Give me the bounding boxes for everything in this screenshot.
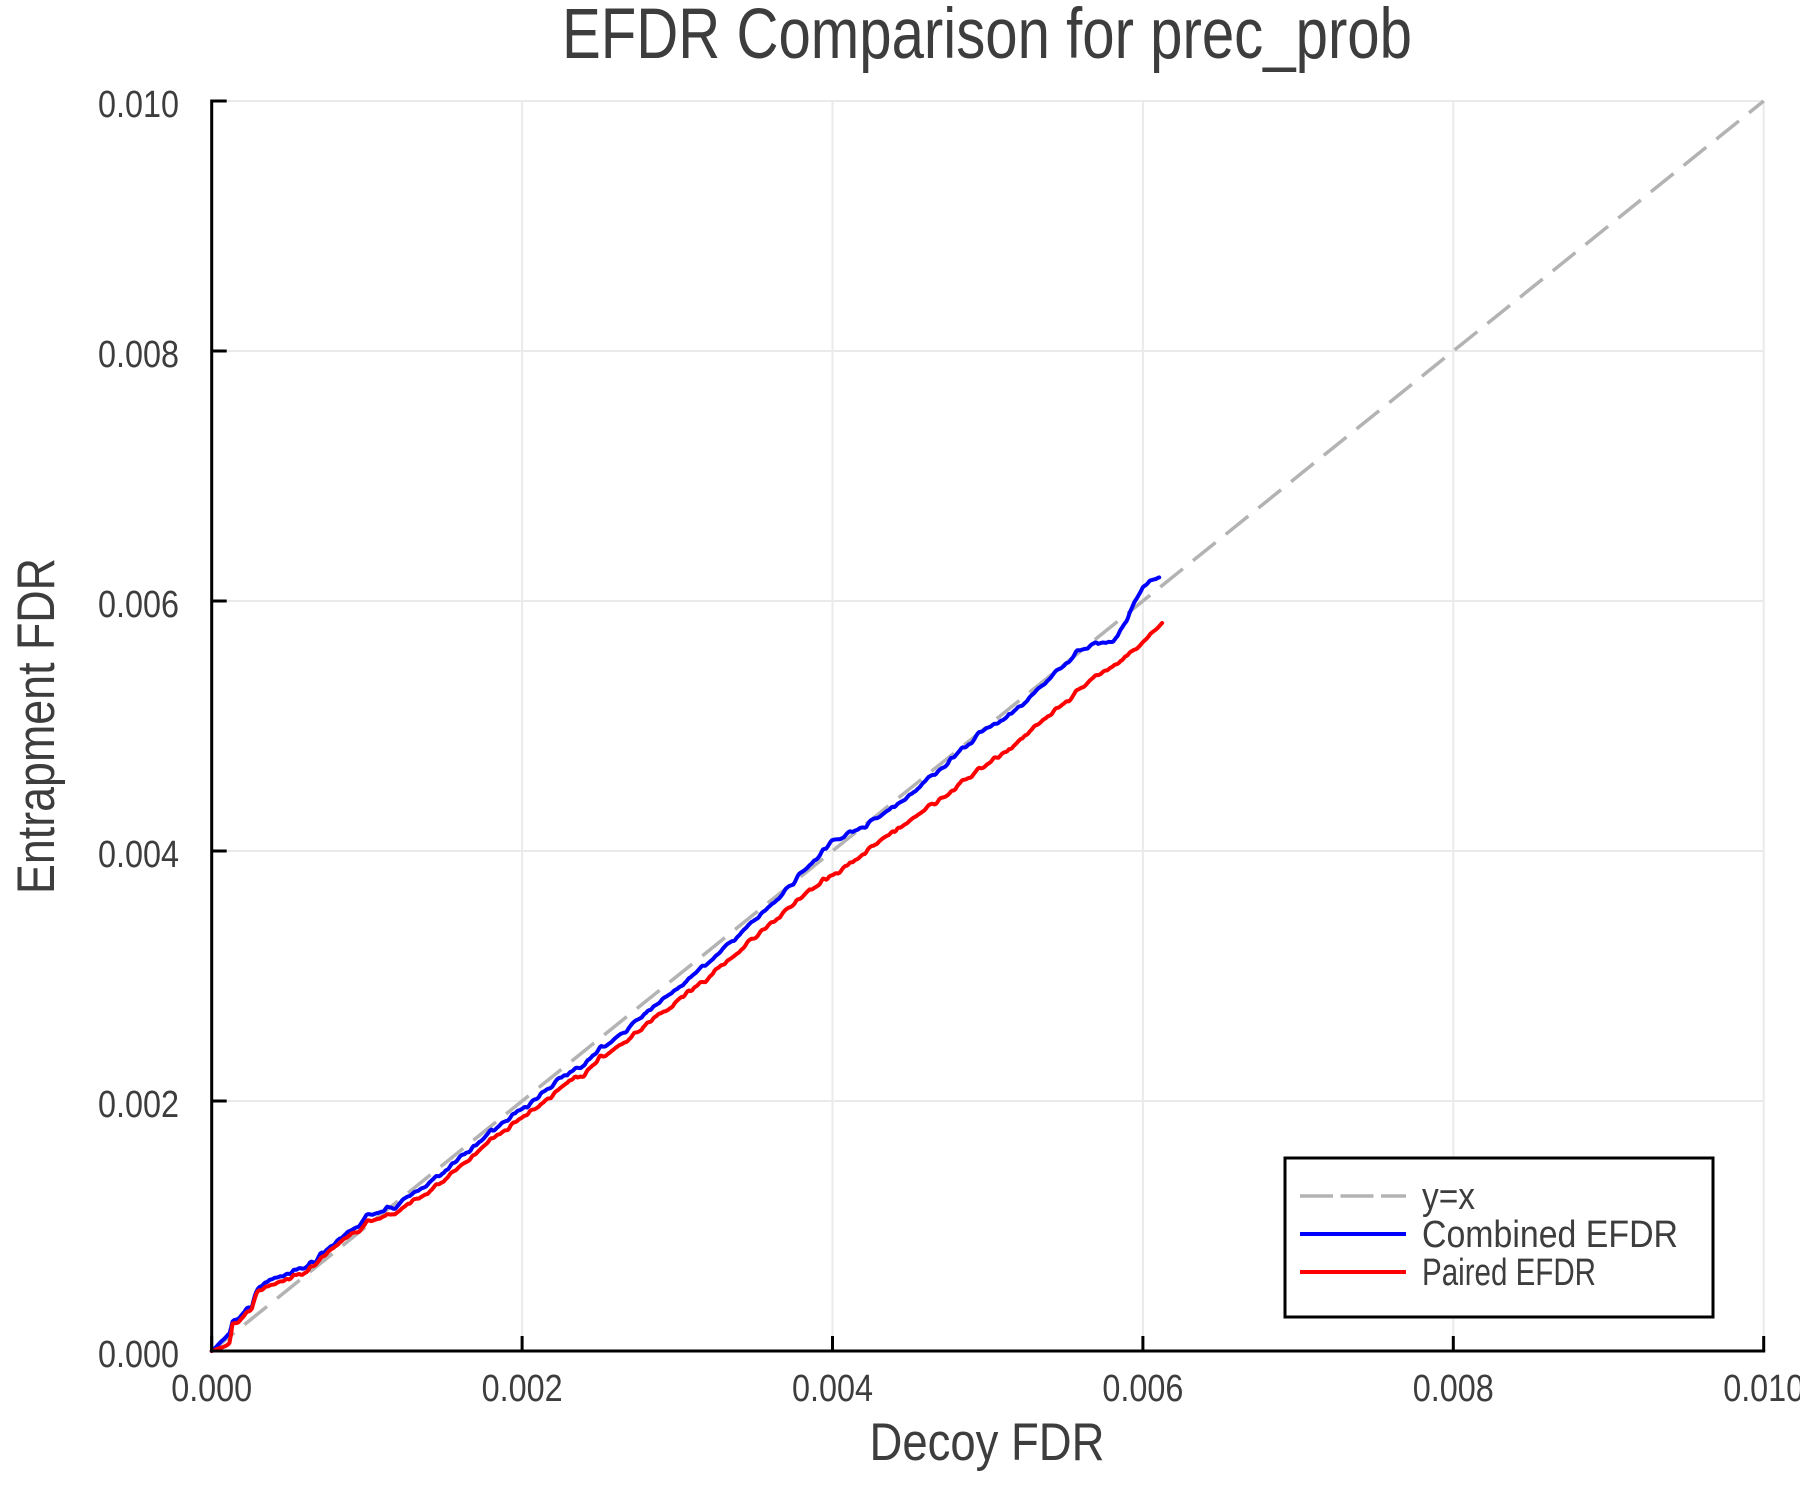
svg-text:0.000: 0.000 (98, 1334, 179, 1376)
svg-text:Decoy FDR: Decoy FDR (870, 1413, 1105, 1472)
svg-text:0.006: 0.006 (98, 584, 179, 626)
svg-text:0.008: 0.008 (1413, 1368, 1494, 1410)
svg-text:0.004: 0.004 (98, 834, 179, 876)
svg-text:y=x: y=x (1422, 1176, 1475, 1218)
svg-text:0.010: 0.010 (1723, 1368, 1800, 1410)
svg-text:0.010: 0.010 (98, 84, 179, 126)
svg-text:0.002: 0.002 (482, 1368, 563, 1410)
svg-text:0.006: 0.006 (1102, 1368, 1183, 1410)
svg-text:0.002: 0.002 (98, 1084, 179, 1126)
svg-text:0.008: 0.008 (98, 334, 179, 376)
svg-text:0.000: 0.000 (171, 1368, 252, 1410)
svg-text:Combined EFDR: Combined EFDR (1422, 1214, 1678, 1256)
svg-text:0.004: 0.004 (792, 1368, 873, 1410)
svg-text:EFDR Comparison for prec_prob: EFDR Comparison for prec_prob (562, 0, 1412, 74)
svg-text:Paired EFDR: Paired EFDR (1422, 1252, 1596, 1294)
svg-text:Entrapment FDR: Entrapment FDR (7, 558, 66, 894)
